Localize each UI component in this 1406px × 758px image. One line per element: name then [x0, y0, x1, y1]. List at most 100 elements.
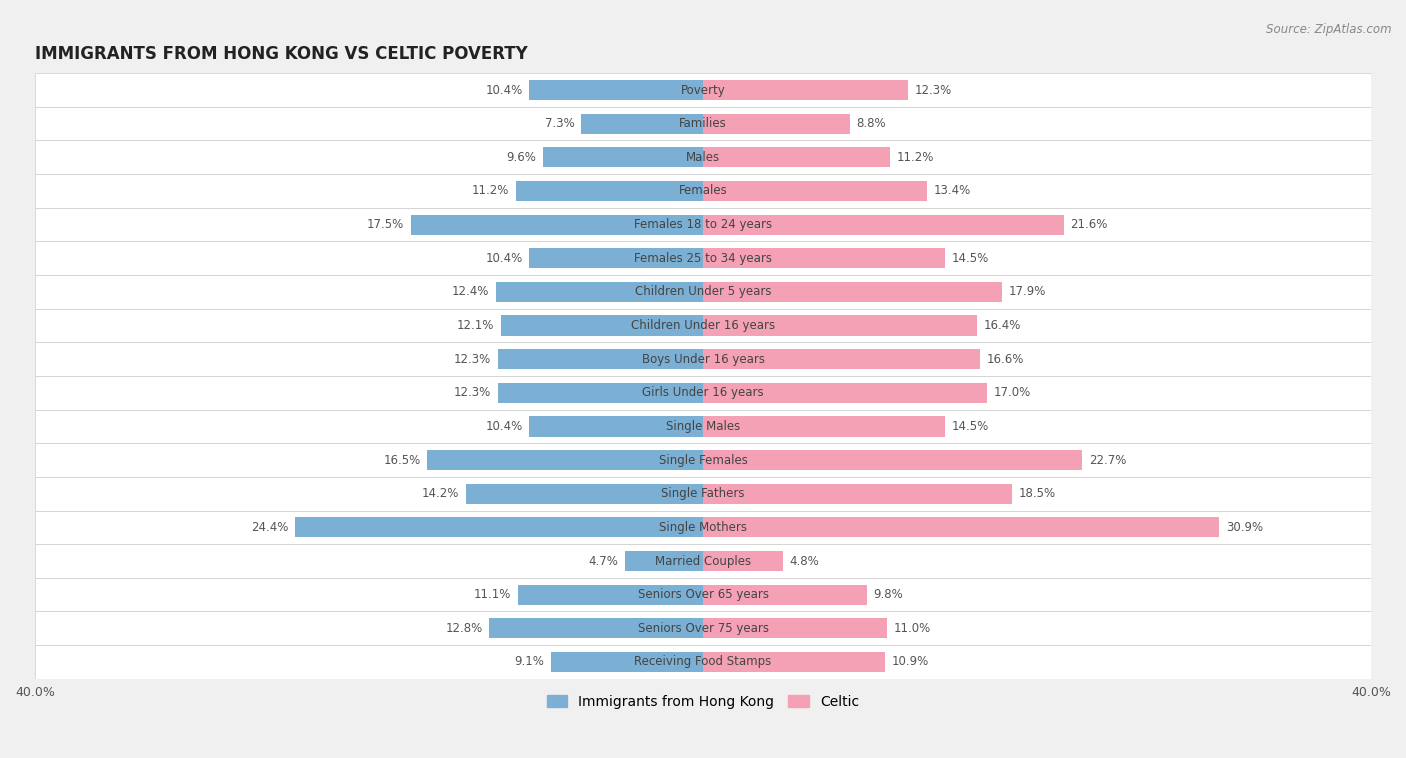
Text: Children Under 5 years: Children Under 5 years	[634, 285, 772, 299]
Text: 9.1%: 9.1%	[515, 656, 544, 669]
Bar	[498, 349, 703, 369]
Bar	[465, 484, 703, 504]
Text: 16.6%: 16.6%	[987, 352, 1025, 365]
Text: 16.4%: 16.4%	[984, 319, 1021, 332]
Text: 12.1%: 12.1%	[457, 319, 495, 332]
Bar	[703, 282, 1002, 302]
Bar	[35, 343, 1371, 376]
Text: 9.6%: 9.6%	[506, 151, 536, 164]
Text: Single Mothers: Single Mothers	[659, 521, 747, 534]
Bar	[35, 376, 1371, 409]
Text: Boys Under 16 years: Boys Under 16 years	[641, 352, 765, 365]
Bar	[703, 584, 866, 605]
Bar	[703, 147, 890, 168]
Text: 11.2%: 11.2%	[472, 184, 509, 197]
Bar	[35, 511, 1371, 544]
Text: 18.5%: 18.5%	[1019, 487, 1056, 500]
Bar	[703, 450, 1083, 470]
Bar	[703, 315, 977, 336]
Bar	[517, 584, 703, 605]
Bar	[703, 416, 945, 437]
Bar	[703, 80, 908, 100]
Text: 8.8%: 8.8%	[856, 117, 886, 130]
Bar	[624, 551, 703, 571]
Text: 10.9%: 10.9%	[891, 656, 929, 669]
Text: 12.3%: 12.3%	[915, 83, 952, 96]
Text: 14.2%: 14.2%	[422, 487, 460, 500]
Bar	[703, 349, 980, 369]
Bar	[498, 383, 703, 403]
Bar	[35, 140, 1371, 174]
Text: 11.1%: 11.1%	[474, 588, 510, 601]
Text: 12.3%: 12.3%	[454, 352, 491, 365]
Text: Single Males: Single Males	[666, 420, 740, 433]
Text: Single Females: Single Females	[658, 453, 748, 467]
Bar	[35, 477, 1371, 511]
Text: 17.9%: 17.9%	[1008, 285, 1046, 299]
Text: 12.3%: 12.3%	[454, 387, 491, 399]
Text: 14.5%: 14.5%	[952, 420, 988, 433]
Bar	[703, 652, 884, 672]
Bar	[35, 174, 1371, 208]
Text: 17.0%: 17.0%	[994, 387, 1031, 399]
Bar	[496, 282, 703, 302]
Text: 30.9%: 30.9%	[1226, 521, 1263, 534]
Text: 22.7%: 22.7%	[1088, 453, 1126, 467]
Bar	[703, 619, 887, 638]
Text: 10.4%: 10.4%	[485, 83, 523, 96]
Bar	[501, 315, 703, 336]
Bar	[703, 551, 783, 571]
Text: Females 25 to 34 years: Females 25 to 34 years	[634, 252, 772, 265]
Bar	[35, 107, 1371, 140]
Bar	[35, 645, 1371, 678]
Bar	[427, 450, 703, 470]
Text: Children Under 16 years: Children Under 16 years	[631, 319, 775, 332]
Text: 4.7%: 4.7%	[588, 555, 617, 568]
Bar	[35, 409, 1371, 443]
Text: 10.4%: 10.4%	[485, 252, 523, 265]
Text: Receiving Food Stamps: Receiving Food Stamps	[634, 656, 772, 669]
Bar	[35, 443, 1371, 477]
Text: 16.5%: 16.5%	[384, 453, 420, 467]
Text: 14.5%: 14.5%	[952, 252, 988, 265]
Bar	[516, 181, 703, 201]
Bar	[703, 484, 1012, 504]
Text: Females: Females	[679, 184, 727, 197]
Text: Males: Males	[686, 151, 720, 164]
Text: 12.4%: 12.4%	[451, 285, 489, 299]
Legend: Immigrants from Hong Kong, Celtic: Immigrants from Hong Kong, Celtic	[541, 689, 865, 714]
Text: IMMIGRANTS FROM HONG KONG VS CELTIC POVERTY: IMMIGRANTS FROM HONG KONG VS CELTIC POVE…	[35, 45, 527, 64]
Bar	[35, 578, 1371, 612]
Bar	[703, 248, 945, 268]
Bar	[703, 215, 1064, 235]
Bar	[703, 181, 927, 201]
Text: 10.4%: 10.4%	[485, 420, 523, 433]
Bar	[35, 544, 1371, 578]
Text: Girls Under 16 years: Girls Under 16 years	[643, 387, 763, 399]
Text: Source: ZipAtlas.com: Source: ZipAtlas.com	[1267, 23, 1392, 36]
Bar	[703, 383, 987, 403]
Text: 11.0%: 11.0%	[893, 622, 931, 634]
Text: 21.6%: 21.6%	[1070, 218, 1108, 231]
Text: 12.8%: 12.8%	[446, 622, 482, 634]
Bar	[35, 208, 1371, 241]
Bar	[411, 215, 703, 235]
Bar	[703, 114, 851, 133]
Bar	[529, 416, 703, 437]
Bar	[35, 74, 1371, 107]
Text: 9.8%: 9.8%	[873, 588, 903, 601]
Text: Females 18 to 24 years: Females 18 to 24 years	[634, 218, 772, 231]
Bar	[35, 309, 1371, 343]
Text: Seniors Over 65 years: Seniors Over 65 years	[637, 588, 769, 601]
Bar	[551, 652, 703, 672]
Text: 13.4%: 13.4%	[934, 184, 970, 197]
Text: Married Couples: Married Couples	[655, 555, 751, 568]
Text: Seniors Over 75 years: Seniors Over 75 years	[637, 622, 769, 634]
Text: 4.8%: 4.8%	[790, 555, 820, 568]
Bar	[295, 517, 703, 537]
Text: Families: Families	[679, 117, 727, 130]
Text: Poverty: Poverty	[681, 83, 725, 96]
Text: Single Fathers: Single Fathers	[661, 487, 745, 500]
Bar	[489, 619, 703, 638]
Bar	[703, 517, 1219, 537]
